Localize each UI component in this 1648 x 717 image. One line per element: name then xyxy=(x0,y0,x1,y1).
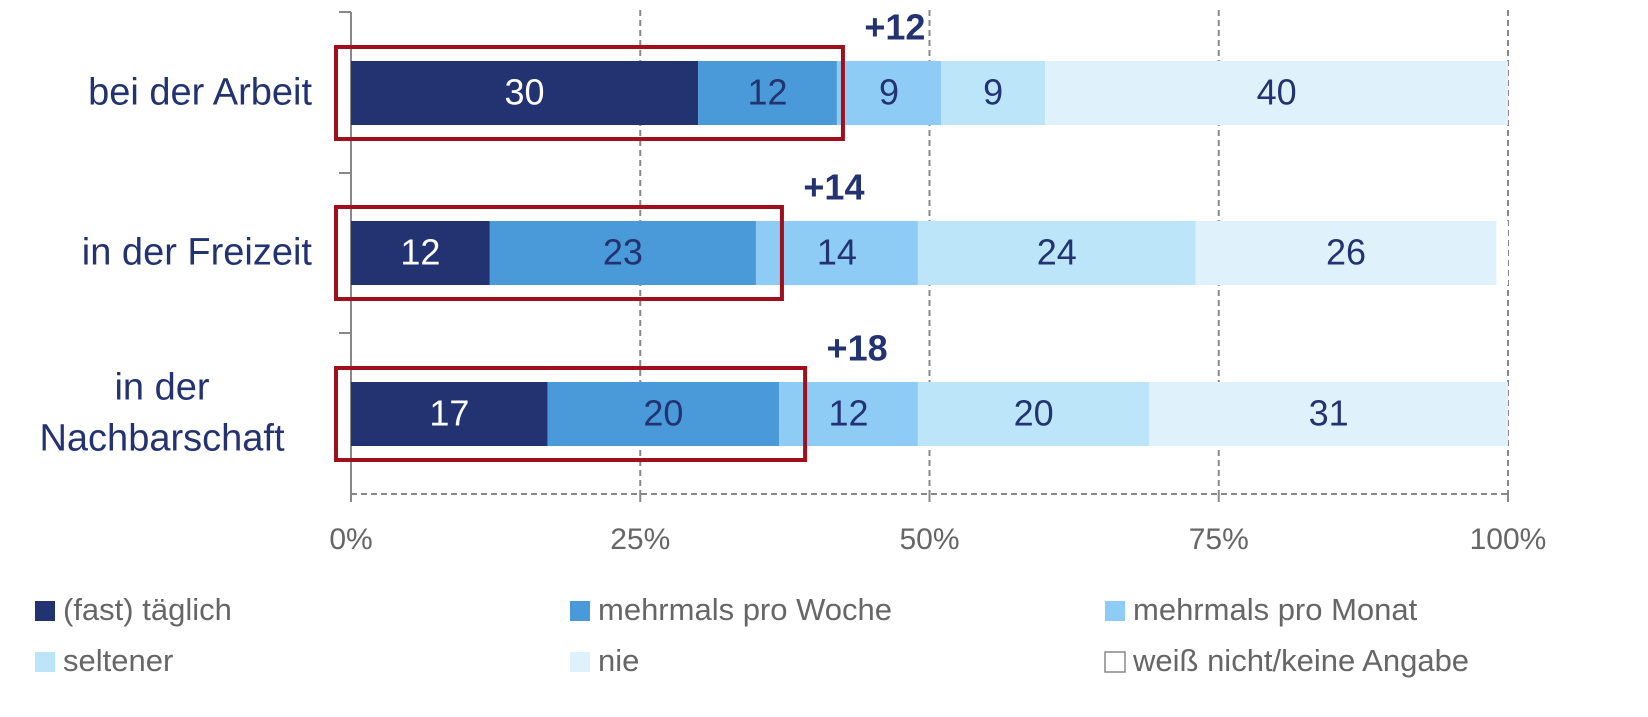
data-label: 14 xyxy=(817,232,857,273)
category-label: in der Freizeit xyxy=(81,231,312,274)
legend-label: nie xyxy=(598,643,639,678)
data-label: 9 xyxy=(983,72,1003,113)
data-label: 23 xyxy=(603,232,643,273)
bar-segment xyxy=(1496,221,1508,285)
legend-label: weiß nicht/keine Angabe xyxy=(1132,643,1469,678)
bar-segment xyxy=(351,382,548,446)
x-tick-label: 100% xyxy=(1470,523,1547,556)
data-label: 40 xyxy=(1257,72,1297,113)
legend-label: mehrmals pro Woche xyxy=(598,592,892,627)
legend-swatch xyxy=(1104,651,1126,673)
highlight-box xyxy=(334,45,845,141)
category-label: in der Nachbarschaft xyxy=(39,366,285,460)
bar-segment xyxy=(779,382,918,446)
x-tick-label: 0% xyxy=(329,523,372,556)
x-tick-label: 50% xyxy=(899,523,959,556)
data-label: 24 xyxy=(1037,232,1077,273)
category-label: bei der Arbeit xyxy=(88,71,312,114)
data-label: 26 xyxy=(1326,232,1366,273)
data-label: 9 xyxy=(879,72,899,113)
bar-segment xyxy=(1195,221,1497,285)
legend-swatch xyxy=(35,652,55,672)
legend-label: (fast) täglich xyxy=(63,592,232,627)
annotation: +18 xyxy=(827,328,888,369)
data-label: 12 xyxy=(400,232,440,273)
highlight-box xyxy=(334,205,784,301)
bar-segment xyxy=(836,61,942,125)
data-label: 31 xyxy=(1309,393,1349,434)
x-tick-label: 75% xyxy=(1189,523,1249,556)
legend-label: seltener xyxy=(63,643,173,678)
legend-swatch xyxy=(570,601,590,621)
data-label: 20 xyxy=(643,393,683,434)
bar-segment xyxy=(1149,382,1508,446)
data-label: 20 xyxy=(1014,393,1054,434)
bar-segment xyxy=(698,61,837,125)
highlight-box xyxy=(334,366,808,462)
legend-label: mehrmals pro Monat xyxy=(1133,592,1418,627)
bar-segment xyxy=(351,61,699,125)
bar-segment xyxy=(917,382,1150,446)
bar-segment xyxy=(1045,61,1508,125)
legend-swatch xyxy=(35,601,55,621)
bar-segment xyxy=(351,221,490,285)
annotation: +12 xyxy=(864,7,925,48)
x-tick-label: 25% xyxy=(610,523,670,556)
bar-segment xyxy=(489,221,756,285)
annotation: +14 xyxy=(803,167,864,208)
legend-swatch xyxy=(570,652,590,672)
legend-swatch xyxy=(1105,601,1125,621)
data-label: 17 xyxy=(429,393,469,434)
bar-segment xyxy=(917,221,1196,285)
data-label: 30 xyxy=(505,72,545,113)
data-label: 12 xyxy=(747,72,787,113)
bar-segment xyxy=(547,382,780,446)
bar-segment xyxy=(941,61,1046,125)
data-label: 12 xyxy=(828,393,868,434)
